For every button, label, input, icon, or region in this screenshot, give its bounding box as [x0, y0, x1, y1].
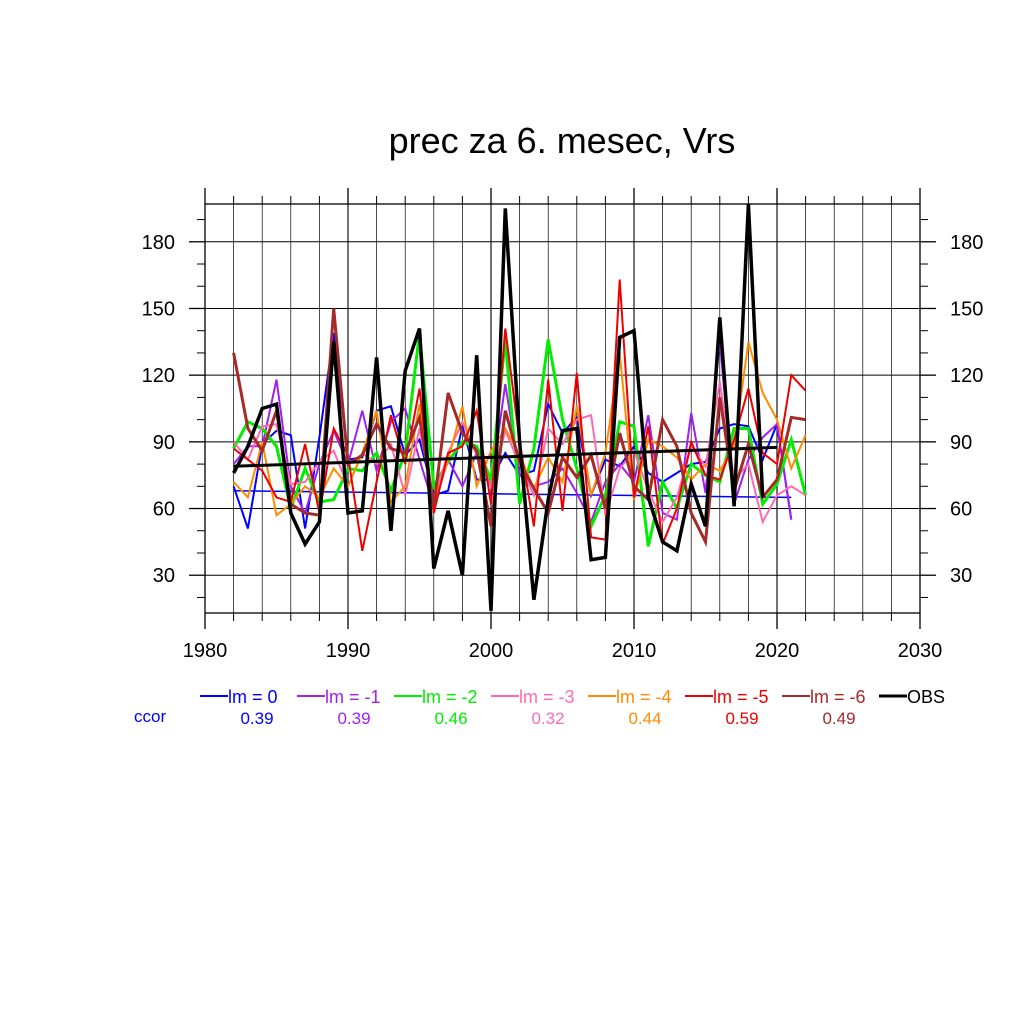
legend: lm = 0 0.39 lm = -1 0.39 lm = -2 0.46 lm = -3 0…	[134, 687, 945, 728]
ccor-value-5: 0.59	[725, 709, 758, 728]
x-tick-label: 2030	[898, 640, 943, 662]
chart-title: prec za 6. mesec, Vrs	[388, 120, 736, 161]
ccor-value-4: 0.44	[628, 709, 661, 728]
y-tick-label-left: 150	[142, 298, 175, 320]
legend-label-1: lm = -1	[325, 687, 381, 707]
legend-label-7: OBS	[907, 687, 945, 707]
y-tick-label-left: 60	[153, 499, 175, 521]
legend-label-4: lm = -4	[616, 687, 672, 707]
axis-ticks: 1980 1990 2000 2010 2020 2030 30 30 60 60 90 90 120 1…	[142, 188, 983, 662]
series-layer	[232, 203, 808, 611]
ccor-label: ccor	[134, 707, 166, 726]
x-tick-label: 2000	[469, 640, 514, 662]
y-tick-label-right: 150	[950, 298, 983, 320]
plot-frame	[204, 203, 921, 614]
trend-line-7	[233, 445, 778, 468]
legend-label-5: lm = -5	[713, 687, 769, 707]
y-tick-label-right: 90	[950, 432, 972, 454]
series-line-0	[232, 332, 793, 529]
y-tick-label-right: 60	[950, 499, 972, 521]
legend-label-6: lm = -6	[810, 687, 866, 707]
ccor-value-3: 0.32	[531, 709, 564, 728]
y-tick-label-right: 30	[950, 565, 972, 587]
y-tick-label-right: 180	[950, 232, 983, 254]
legend-label-2: lm = -2	[422, 687, 478, 707]
x-tick-label: 1980	[183, 640, 228, 662]
ccor-value-1: 0.39	[337, 709, 370, 728]
ccor-value-2: 0.46	[434, 709, 467, 728]
y-tick-label-left: 90	[153, 432, 175, 454]
trend-line-0	[233, 489, 792, 499]
y-tick-label-left: 120	[142, 365, 175, 387]
series-line-7	[232, 203, 765, 611]
plot-border	[204, 203, 921, 614]
grid-lines	[205, 204, 920, 613]
y-tick-label-left: 180	[142, 232, 175, 254]
legend-label-3: lm = -3	[519, 687, 575, 707]
y-tick-label-left: 30	[153, 565, 175, 587]
x-tick-label: 2020	[755, 640, 800, 662]
series-line-6	[232, 308, 806, 548]
y-tick-label-right: 120	[950, 365, 983, 387]
ccor-value-6: 0.49	[822, 709, 855, 728]
x-tick-label: 2010	[612, 640, 657, 662]
legend-label-0: lm = 0	[228, 687, 278, 707]
ccor-value-0: 0.39	[240, 709, 273, 728]
x-tick-label: 1990	[326, 640, 371, 662]
